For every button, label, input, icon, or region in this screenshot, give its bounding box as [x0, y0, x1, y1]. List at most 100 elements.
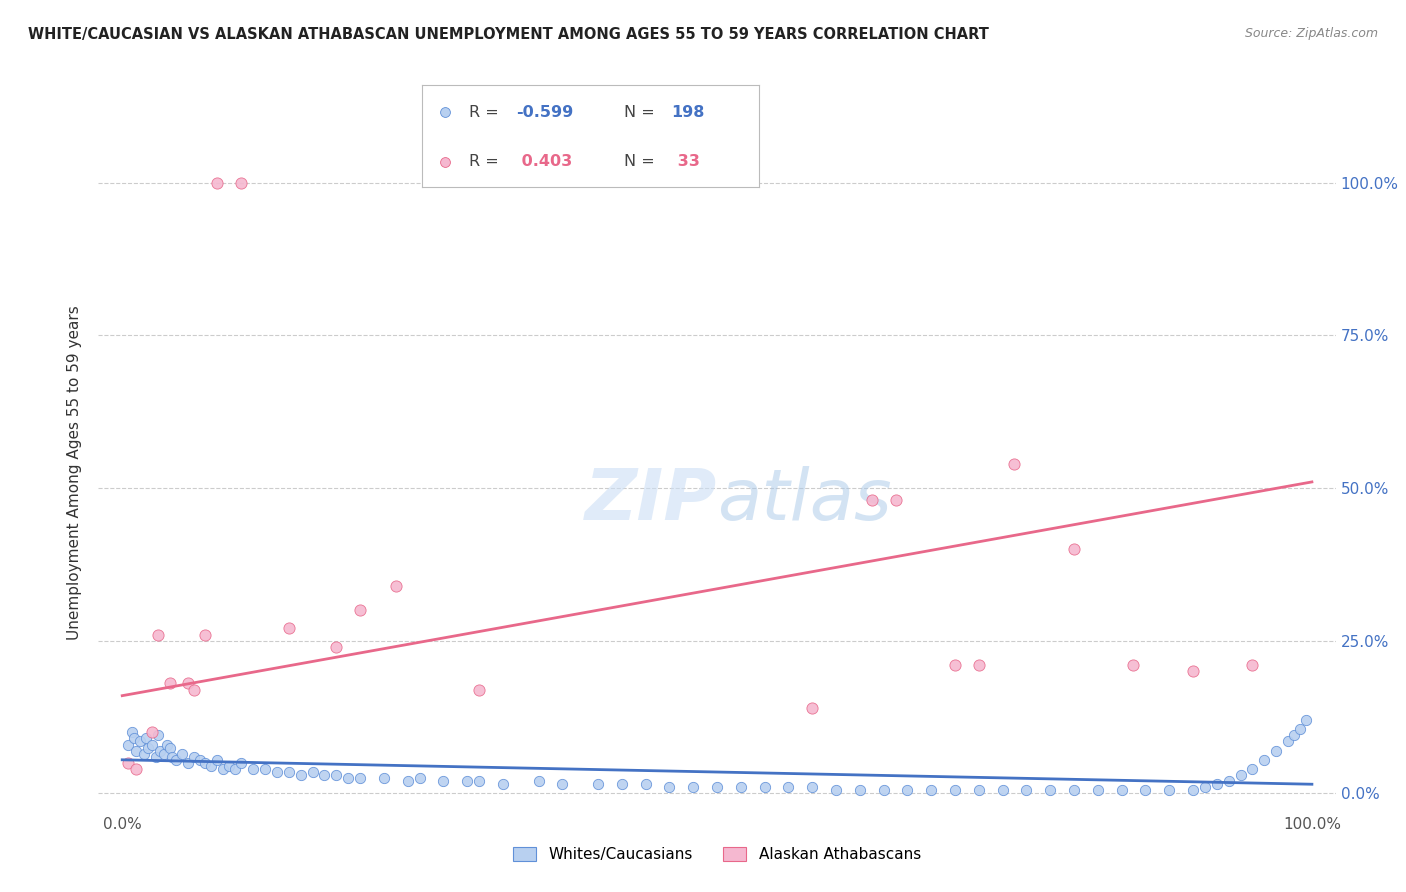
Point	[145, 749, 167, 764]
Text: Source: ZipAtlas.com: Source: ZipAtlas.com	[1244, 27, 1378, 40]
Point	[1277, 734, 1299, 748]
Point	[290, 768, 312, 782]
Point	[456, 774, 478, 789]
Text: 0.403: 0.403	[516, 154, 572, 169]
Point	[1181, 783, 1204, 797]
Point	[176, 756, 198, 770]
Point	[896, 783, 918, 797]
Text: ZIP: ZIP	[585, 466, 717, 534]
Point	[551, 777, 574, 791]
Text: N =: N =	[624, 154, 661, 169]
Point	[176, 676, 198, 690]
Point	[432, 774, 454, 789]
Point	[125, 762, 148, 776]
Point	[301, 764, 323, 779]
Point	[165, 753, 187, 767]
Point	[860, 493, 883, 508]
Point	[253, 762, 276, 776]
Legend: Whites/Caucasians, Alaskan Athabascans: Whites/Caucasians, Alaskan Athabascans	[508, 841, 927, 869]
Point	[121, 725, 143, 739]
Point	[132, 747, 155, 761]
Point	[135, 731, 157, 746]
Point	[468, 774, 491, 789]
Point	[141, 738, 163, 752]
Point	[586, 777, 609, 791]
Point	[242, 762, 264, 776]
Point	[1039, 783, 1062, 797]
Point	[682, 780, 704, 795]
Point	[159, 676, 181, 690]
Point	[1289, 723, 1312, 737]
Point	[183, 682, 205, 697]
Point	[1159, 783, 1181, 797]
Point	[218, 759, 240, 773]
Point	[1241, 658, 1264, 673]
Point	[149, 744, 172, 758]
Text: N =: N =	[624, 105, 661, 120]
Point	[188, 753, 211, 767]
Point	[231, 756, 253, 770]
Text: atlas: atlas	[717, 466, 891, 534]
Point	[224, 762, 246, 776]
Point	[1111, 783, 1133, 797]
Point	[884, 493, 907, 508]
Point	[920, 783, 942, 797]
Text: -0.599: -0.599	[516, 105, 574, 120]
Point	[396, 774, 419, 789]
Text: 33: 33	[672, 154, 699, 169]
Point	[141, 725, 163, 739]
Point	[1229, 768, 1251, 782]
Text: WHITE/CAUCASIAN VS ALASKAN ATHABASCAN UNEMPLOYMENT AMONG AGES 55 TO 59 YEARS COR: WHITE/CAUCASIAN VS ALASKAN ATHABASCAN UN…	[28, 27, 988, 42]
Point	[117, 756, 139, 770]
Text: R =: R =	[470, 105, 503, 120]
Point	[146, 627, 169, 641]
Point	[1004, 457, 1026, 471]
Point	[194, 627, 217, 641]
Point	[730, 780, 752, 795]
Point	[138, 740, 160, 755]
Point	[943, 658, 966, 673]
Point	[1265, 744, 1288, 758]
Point	[325, 640, 347, 654]
Point	[266, 764, 288, 779]
Point	[207, 176, 229, 190]
Point	[314, 768, 336, 782]
Point	[1253, 753, 1275, 767]
Point	[1087, 783, 1109, 797]
Point	[801, 701, 824, 715]
Point	[325, 768, 347, 782]
Point	[349, 771, 371, 785]
Point	[183, 749, 205, 764]
Point	[492, 777, 515, 791]
Point	[1218, 774, 1240, 789]
Point	[231, 176, 253, 190]
Y-axis label: Unemployment Among Ages 55 to 59 years: Unemployment Among Ages 55 to 59 years	[67, 305, 83, 640]
Point	[706, 780, 728, 795]
Point	[1282, 728, 1305, 742]
Point	[207, 753, 229, 767]
Point	[385, 579, 408, 593]
Text: R =: R =	[470, 154, 503, 169]
Point	[610, 777, 633, 791]
Point	[658, 780, 681, 795]
Point	[277, 764, 299, 779]
Point	[943, 783, 966, 797]
Point	[337, 771, 360, 785]
Point	[1205, 777, 1227, 791]
Point	[160, 749, 183, 764]
Point	[468, 682, 491, 697]
Point	[872, 783, 894, 797]
Point	[153, 747, 176, 761]
Point	[527, 774, 550, 789]
Point	[122, 731, 145, 746]
Point	[194, 756, 217, 770]
Point	[373, 771, 395, 785]
Point	[212, 762, 235, 776]
Point	[1063, 783, 1085, 797]
Point	[1295, 713, 1317, 727]
Point	[1181, 665, 1204, 679]
Point	[146, 728, 169, 742]
Point	[125, 744, 148, 758]
Point	[967, 783, 990, 797]
Point	[156, 738, 179, 752]
